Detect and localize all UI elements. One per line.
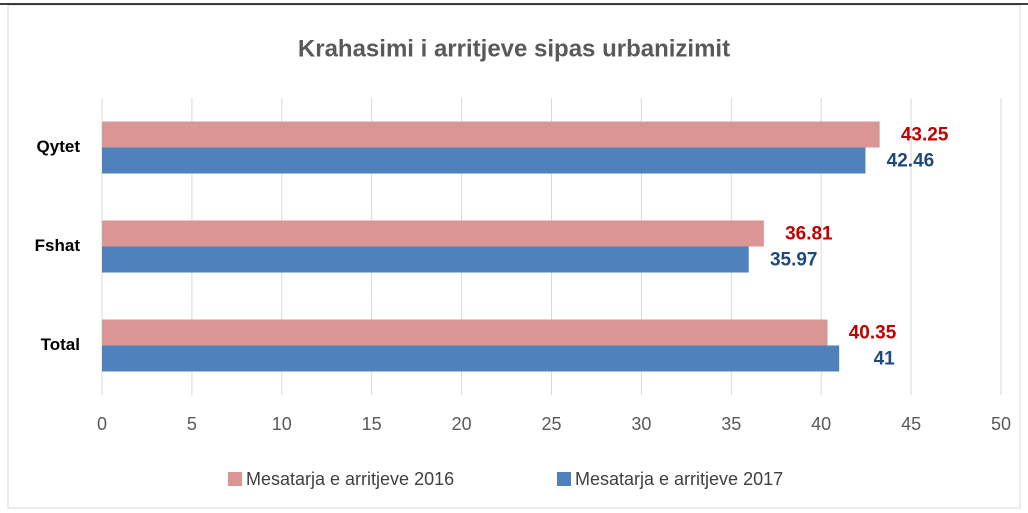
x-tick-label: 5 [187, 414, 197, 434]
data-label: 36.81 [785, 224, 833, 245]
x-tick-label: 45 [901, 414, 921, 434]
bar [102, 220, 764, 247]
data-label: 35.97 [770, 250, 818, 271]
legend-label: Mesatarja e arritjeve 2016 [246, 469, 454, 489]
x-tick-label: 40 [811, 414, 831, 434]
x-tick-label: 50 [991, 414, 1011, 434]
chart-title: Krahasimi i arritjeve sipas urbanizimit [298, 35, 730, 62]
x-tick-label: 30 [631, 414, 651, 434]
legend-swatch [228, 472, 242, 486]
data-label: 40.35 [849, 323, 897, 344]
bar [102, 246, 749, 273]
x-tick-label: 20 [452, 414, 472, 434]
data-label: 41 [874, 349, 896, 370]
bar [102, 345, 840, 372]
x-tick-label: 35 [721, 414, 741, 434]
data-label: 42.46 [887, 151, 935, 172]
legend-swatch [557, 472, 571, 486]
legend-label: Mesatarja e arritjeve 2017 [575, 469, 783, 489]
bar [102, 147, 866, 174]
x-tick-label: 0 [97, 414, 107, 434]
y-tick-label: Qytet [37, 137, 81, 156]
x-tick-label: 10 [272, 414, 292, 434]
y-tick-label: Total [41, 335, 80, 354]
bar [102, 121, 880, 148]
bar [102, 319, 828, 346]
y-tick-label: Fshat [35, 236, 81, 255]
x-tick-label: 15 [362, 414, 382, 434]
data-label: 43.25 [901, 125, 949, 146]
x-tick-label: 25 [541, 414, 561, 434]
